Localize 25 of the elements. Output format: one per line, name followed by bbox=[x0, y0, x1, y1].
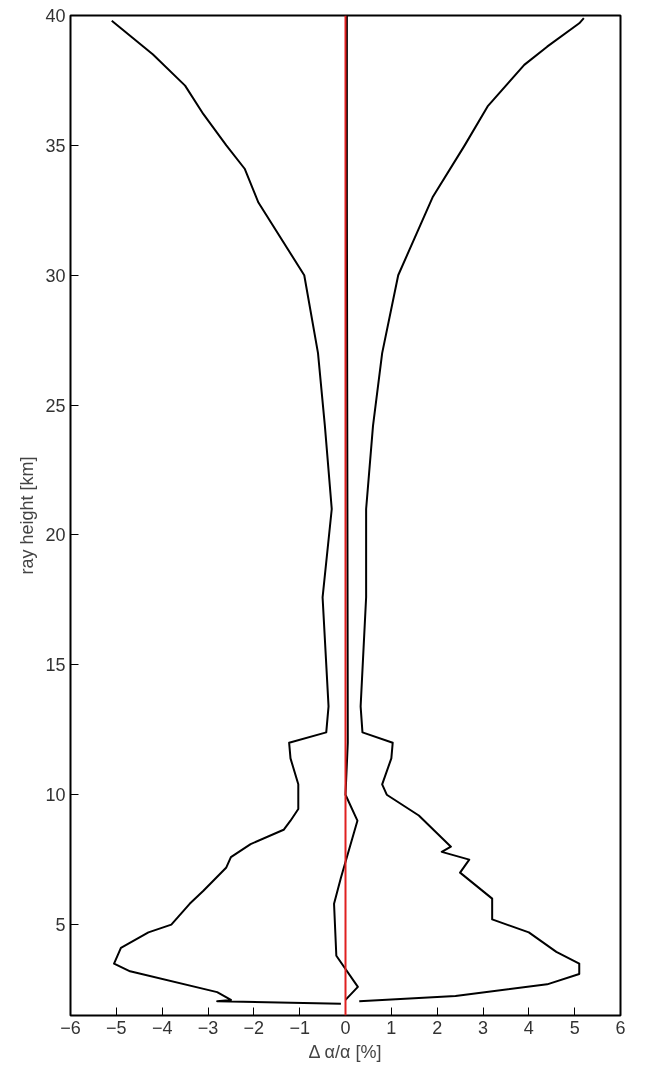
x-tick-label: 4 bbox=[523, 1017, 534, 1038]
x-tick-label: −6 bbox=[60, 1017, 81, 1038]
x-tick-label: 5 bbox=[569, 1017, 580, 1038]
x-tick-label: −3 bbox=[197, 1017, 219, 1038]
y-tick-label: 30 bbox=[45, 265, 66, 286]
x-axis-title: Δ α/α [%] bbox=[308, 1041, 382, 1062]
y-axis-title: ray height [km] bbox=[17, 456, 38, 575]
line-series bbox=[110, 19, 342, 1005]
line-series bbox=[358, 17, 585, 1003]
y-tick-label: 20 bbox=[45, 525, 66, 546]
x-tick-label: 0 bbox=[340, 1017, 351, 1038]
y-tick-label: 25 bbox=[45, 395, 66, 416]
y-tick-label: 40 bbox=[45, 6, 66, 26]
x-tick-label: −1 bbox=[289, 1017, 310, 1038]
x-tick-label: 6 bbox=[615, 1017, 626, 1038]
x-tick-label: −5 bbox=[106, 1017, 127, 1038]
x-tick-label: 3 bbox=[477, 1017, 489, 1038]
y-tick-label: 10 bbox=[45, 785, 66, 806]
x-tick-label: 2 bbox=[432, 1017, 443, 1038]
y-tick-label: 5 bbox=[55, 915, 66, 936]
x-tick-label: 1 bbox=[386, 1017, 397, 1038]
x-tick-label: −2 bbox=[243, 1017, 265, 1038]
y-tick-label: 35 bbox=[45, 135, 66, 156]
x-tick-label: −4 bbox=[151, 1017, 173, 1038]
y-tick-label: 15 bbox=[45, 655, 66, 676]
